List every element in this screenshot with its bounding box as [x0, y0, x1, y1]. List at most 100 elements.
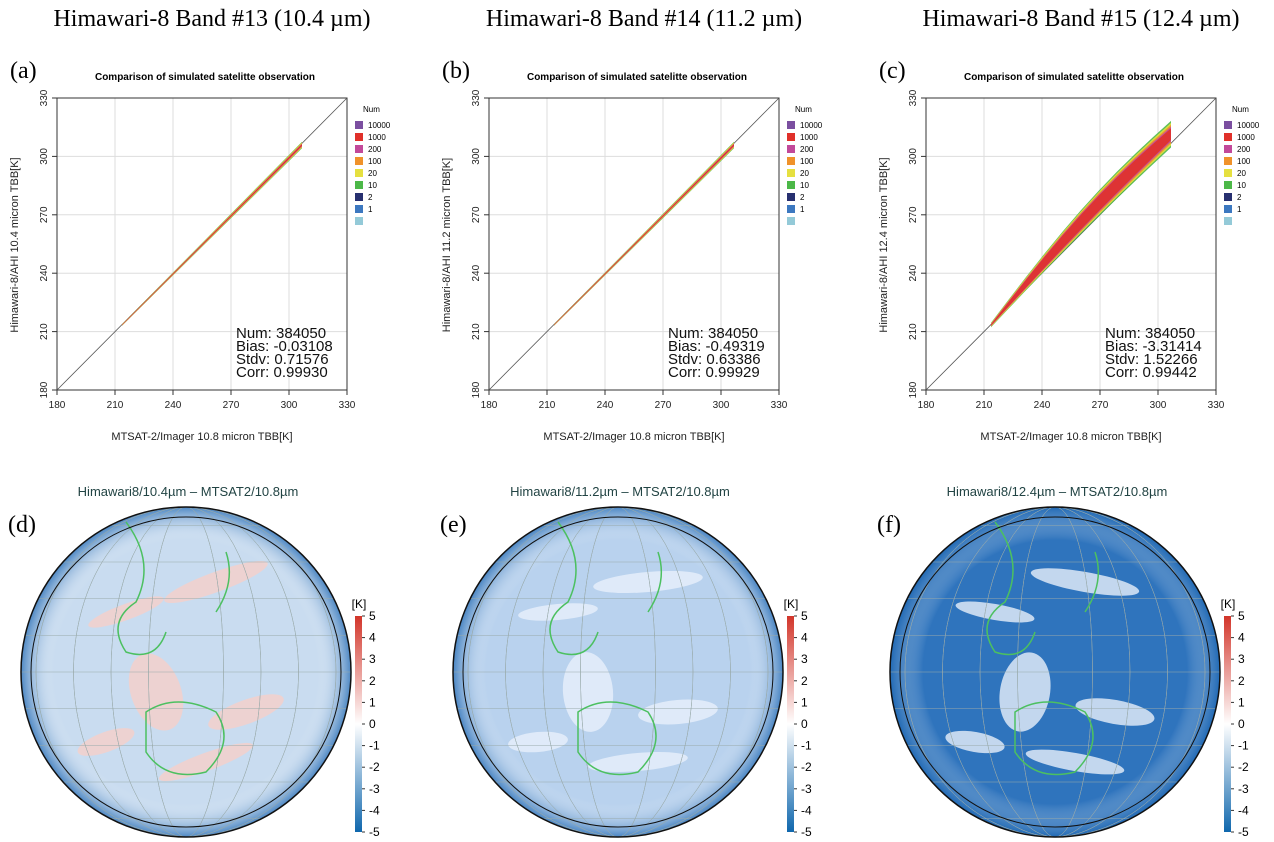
colorbar-tick-label: 2: [1238, 674, 1245, 688]
legend-label: 20: [368, 169, 377, 178]
disk-outline: [20, 506, 352, 838]
colorbar-tick-label: 4: [801, 631, 808, 645]
x-tick-label: 180: [481, 400, 498, 411]
legend-label: 1: [1237, 205, 1242, 214]
colorbar-tick-label: 3: [369, 652, 376, 666]
x-tick-label: 270: [223, 400, 240, 411]
x-tick-label: 270: [1092, 400, 1109, 411]
scatter-title: Comparison of simulated satelitte observ…: [95, 72, 315, 83]
x-tick-label: 240: [597, 400, 614, 411]
colorbar-tick-label: 5: [1238, 609, 1245, 623]
legend-label: 2: [1237, 193, 1242, 202]
legend-label: 2: [800, 193, 805, 202]
plot-frame: [925, 97, 1217, 391]
colorbar-unit: [K]: [352, 597, 367, 611]
legend-label: 10: [800, 181, 809, 190]
legend-label: 200: [1237, 145, 1251, 154]
legend-swatch: [787, 121, 795, 129]
density-band: [991, 128, 1171, 326]
legend-swatch: [355, 181, 363, 189]
y-tick-label: 330: [39, 89, 50, 106]
legend-label: 1: [368, 205, 373, 214]
x-tick-label: 300: [281, 400, 298, 411]
y-tick-label: 300: [39, 148, 50, 165]
colorbar-tick-label: 1: [1238, 695, 1245, 709]
x-tick-label: 210: [539, 400, 556, 411]
map-title: Himawari8/12.4µm – MTSAT2/10.8µm: [947, 484, 1168, 499]
colorbar-tick-label: -3: [369, 782, 380, 796]
legend-label: 200: [800, 145, 814, 154]
x-tick-label: 180: [918, 400, 935, 411]
colorbar-tick-label: 0: [369, 717, 376, 731]
inner-outline: [899, 516, 1211, 828]
legend-swatch: [787, 217, 795, 225]
legend-swatch: [787, 169, 795, 177]
y-tick-label: 210: [471, 323, 482, 340]
colorbar-tick-label: -5: [801, 825, 812, 839]
y-tick-label: 180: [908, 381, 919, 398]
inner-outline: [462, 516, 774, 828]
colorbar-tick-label: -3: [801, 782, 812, 796]
legend-swatch: [1224, 181, 1232, 189]
y-tick-label: 240: [39, 264, 50, 281]
colorbar-tick-label: -1: [369, 739, 380, 753]
colorbar-tick-label: -1: [1238, 739, 1249, 753]
colorbar-tick-label: -2: [369, 760, 380, 774]
legend-label: 20: [1237, 169, 1246, 178]
colorbar-tick-label: 3: [1238, 652, 1245, 666]
legend-swatch: [787, 157, 795, 165]
plot-frame: [56, 97, 348, 391]
legend-swatch: [355, 157, 363, 165]
colorbar-tick-label: -5: [1238, 825, 1249, 839]
stat-text: Stdv: 0.71576: [236, 351, 329, 368]
stat-text: Stdv: 0.63386: [668, 351, 761, 368]
panel-label: (d): [8, 512, 36, 538]
colorbar-tick-label: -4: [801, 803, 812, 817]
panel-label: (e): [440, 512, 467, 538]
stat-text: Num: 384050: [236, 325, 326, 342]
coastline: [117, 521, 231, 776]
legend-swatch: [1224, 157, 1232, 165]
colorbar-tick-label: 3: [801, 652, 808, 666]
x-tick-label: 210: [976, 400, 993, 411]
scatter-title: Comparison of simulated satelitte observ…: [964, 72, 1184, 83]
stat-text: Bias: -0.03108: [236, 338, 333, 355]
legend-swatch: [787, 205, 795, 213]
legend-label: 100: [368, 157, 382, 166]
column-heading: Himawari-8 Band #14 (11.2 µm): [486, 6, 802, 32]
stat-text: Bias: -3.31414: [1105, 338, 1202, 355]
colorbar-tick-label: 5: [369, 609, 376, 623]
colorbar-unit: [K]: [784, 597, 799, 611]
density-band: [554, 144, 734, 326]
y-tick-label: 180: [471, 381, 482, 398]
y-tick-label: 270: [471, 206, 482, 223]
legend-label: 10000: [800, 121, 823, 130]
x-tick-label: 300: [1150, 400, 1167, 411]
legend-label: 200: [368, 145, 382, 154]
legend-title: Num: [795, 105, 812, 114]
map-title: Himawari8/10.4µm – MTSAT2/10.8µm: [78, 484, 299, 499]
legend-swatch: [1224, 133, 1232, 141]
legend-swatch: [355, 133, 363, 141]
panel-label: (b): [442, 58, 470, 84]
x-tick-label: 210: [107, 400, 124, 411]
y-tick-label: 240: [471, 264, 482, 281]
x-axis-label: MTSAT-2/Imager 10.8 micron TBB[K]: [543, 431, 724, 443]
colorbar-tick-label: -4: [1238, 803, 1249, 817]
legend-swatch: [1224, 217, 1232, 225]
x-tick-label: 330: [771, 400, 788, 411]
x-tick-label: 240: [165, 400, 182, 411]
legend-swatch: [787, 133, 795, 141]
colorbar-tick-label: 2: [801, 674, 808, 688]
legend-swatch: [355, 193, 363, 201]
legend-swatch: [355, 169, 363, 177]
colorbar-tick-label: 0: [1238, 717, 1245, 731]
colorbar-tick-label: 1: [369, 695, 376, 709]
legend-swatch: [787, 193, 795, 201]
colorbar-tick-label: -3: [1238, 782, 1249, 796]
legend-swatch: [355, 217, 363, 225]
plot-frame: [488, 97, 780, 391]
stat-text: Corr: 0.99930: [236, 364, 328, 381]
disk-outline: [889, 506, 1221, 838]
